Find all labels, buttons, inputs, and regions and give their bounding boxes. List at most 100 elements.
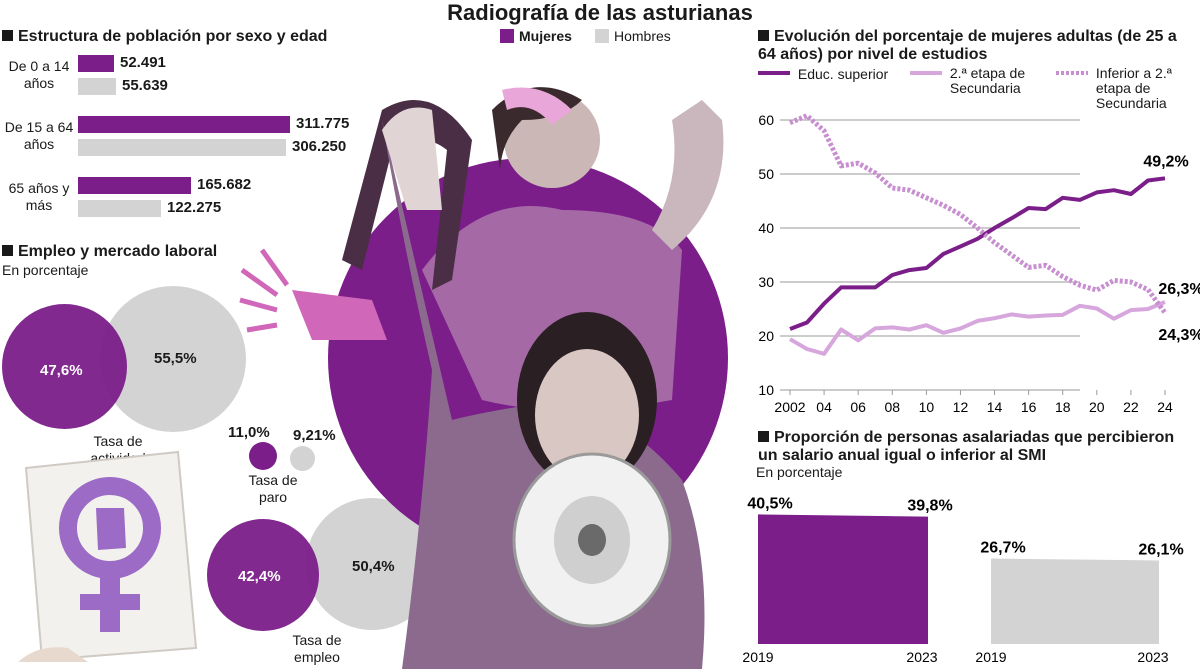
legend-label-hombres: Hombres: [614, 28, 671, 44]
empleo-title: Empleo y mercado laboral: [2, 243, 217, 261]
x-tick-label: 18: [1055, 399, 1071, 415]
bar-mujeres: [78, 55, 114, 72]
ribbon-icon: [342, 100, 472, 290]
square-bullet-icon: [2, 30, 13, 41]
megaphone-rays-icon: [239, 248, 290, 333]
end-label-secundaria: 26,3%: [1158, 281, 1200, 298]
x-tick-label: 12: [953, 399, 969, 415]
bar-value: 165.682: [197, 176, 252, 193]
y-tick-label: 40: [758, 220, 774, 236]
x-tick-label: 2002: [774, 399, 805, 415]
bar-value: 306.250: [292, 138, 347, 155]
megaphone-center-icon: [578, 524, 606, 556]
legend-label: Inferior a 2.ª etapa de Secundaria: [1095, 65, 1172, 111]
headscarf-icon: [502, 87, 572, 125]
x-tick-label: 16: [1021, 399, 1037, 415]
series-line-2: [789, 300, 1166, 356]
x-tick-label: 04: [816, 399, 832, 415]
circle-value-hombres: 9,21%: [293, 427, 336, 444]
legend-hombres: Hombres: [595, 28, 671, 44]
smi-value-label: 39,8%: [907, 498, 952, 515]
circle-value-hombres: 50,4%: [352, 558, 395, 575]
legend-swatch-hombres: [595, 29, 609, 43]
circle-value-mujeres: 47,6%: [40, 362, 83, 379]
circle-value-mujeres: 42,4%: [238, 568, 281, 585]
bar-value: 52.491: [120, 54, 166, 71]
legend-superior: Educ. superior: [758, 66, 888, 82]
raised-fist-icon: [382, 107, 442, 210]
series-line-1: [789, 176, 1166, 331]
smi-value-label: 40,5%: [747, 495, 792, 512]
legend-swatch-mujeres: [500, 29, 514, 43]
square-bullet-icon: [758, 30, 769, 41]
y-tick-label: 30: [758, 274, 774, 290]
circle-mujeres: [2, 304, 127, 429]
megaphone-icon: [292, 290, 387, 340]
smi-year-label: 2023: [1137, 649, 1168, 665]
circle-mujeres: [207, 519, 319, 631]
x-tick-label: 20: [1089, 399, 1105, 415]
square-bullet-icon: [2, 245, 13, 256]
smi-subtitle: En porcentaje: [756, 464, 843, 480]
bar-value: 311.775: [296, 115, 350, 132]
square-bullet-icon: [758, 431, 769, 442]
smi-area-hombres: [991, 558, 1159, 644]
fist-icon: [96, 508, 126, 550]
circle-mujeres: [249, 442, 277, 470]
legend-line-inferior: [1056, 71, 1088, 75]
smi-value-label: 26,7%: [980, 540, 1025, 557]
legend-label-mujeres: Mujeres: [519, 28, 572, 44]
page-title: Radiografía de las asturianas: [447, 0, 753, 25]
smi-bar-chart: 40,5% 39,8% 2019 2023 26,7% 26,1% 2019 2023: [742, 495, 1183, 665]
circle-value-mujeres: 11,0%: [228, 424, 270, 441]
smi-year-label: 2019: [742, 649, 773, 665]
smi-value-label: 26,1%: [1138, 541, 1183, 558]
bar-hombres: [78, 139, 286, 156]
circle-value-hombres: 55,5%: [154, 350, 197, 367]
poblacion-title: Estructura de población por sexo y edad: [2, 28, 327, 46]
legend-label: 2.ª etapa de Secundaria: [949, 65, 1026, 96]
legend-line-secundaria: [910, 71, 942, 75]
x-tick-label: 14: [987, 399, 1003, 415]
empleo-subtitle: En porcentaje: [2, 262, 89, 278]
paro-label: Tasa de paro: [248, 472, 298, 505]
empleo-label: Tasa de empleo: [292, 632, 342, 665]
y-tick-label: 20: [758, 328, 774, 344]
feminist-sign-illustration: [18, 450, 198, 662]
group-label: 65 años y más: [8, 180, 70, 213]
woman-bottom-face: [535, 349, 639, 481]
legend-label: Educ. superior: [797, 66, 889, 82]
y-tick-label: 60: [758, 112, 774, 128]
venus-cross-icon: [80, 594, 140, 610]
hand-icon: [18, 647, 88, 662]
group-label: De 15 a 64 años: [4, 119, 74, 152]
x-tick-label: 22: [1123, 399, 1139, 415]
x-tick-label: 06: [850, 399, 866, 415]
bar-hombres: [78, 200, 161, 217]
group-label: De 0 a 14 años: [8, 58, 70, 91]
y-tick-label: 10: [758, 382, 774, 398]
smi-year-label: 2023: [906, 649, 937, 665]
women-illustration: [239, 87, 728, 669]
flexed-arm-icon: [652, 100, 724, 250]
bar-mujeres: [78, 177, 191, 194]
series-line-3: [789, 113, 1168, 315]
smi-area-mujeres: [758, 514, 928, 644]
end-label-inferior: 24,3%: [1158, 327, 1200, 344]
legend-mujeres: Mujeres: [500, 28, 572, 44]
y-tick-label: 50: [758, 166, 774, 182]
bar-value: 55.639: [122, 77, 168, 94]
legend-secundaria: 2.ª etapa de Secundaria: [910, 66, 1040, 96]
bar-mujeres: [78, 116, 290, 133]
evolucion-title: Evolución del porcentaje de mujeres adul…: [758, 28, 1177, 63]
x-tick-label: 08: [884, 399, 900, 415]
end-label-superior: 49,2%: [1143, 153, 1188, 170]
legend-line-superior: [758, 71, 790, 75]
evolucion-line-chart: 10 20 30 40 50 60 2002 04 06 08 10 12 14 16 18 20 22 24 49…: [758, 112, 1200, 415]
smi-title: Proporción de personas asalariadas que p…: [758, 429, 1175, 464]
x-tick-label: 24: [1157, 399, 1173, 415]
bar-hombres: [78, 78, 116, 95]
circle-hombres: [290, 446, 315, 471]
x-tick-label: 10: [919, 399, 935, 415]
smi-year-label: 2019: [975, 649, 1006, 665]
